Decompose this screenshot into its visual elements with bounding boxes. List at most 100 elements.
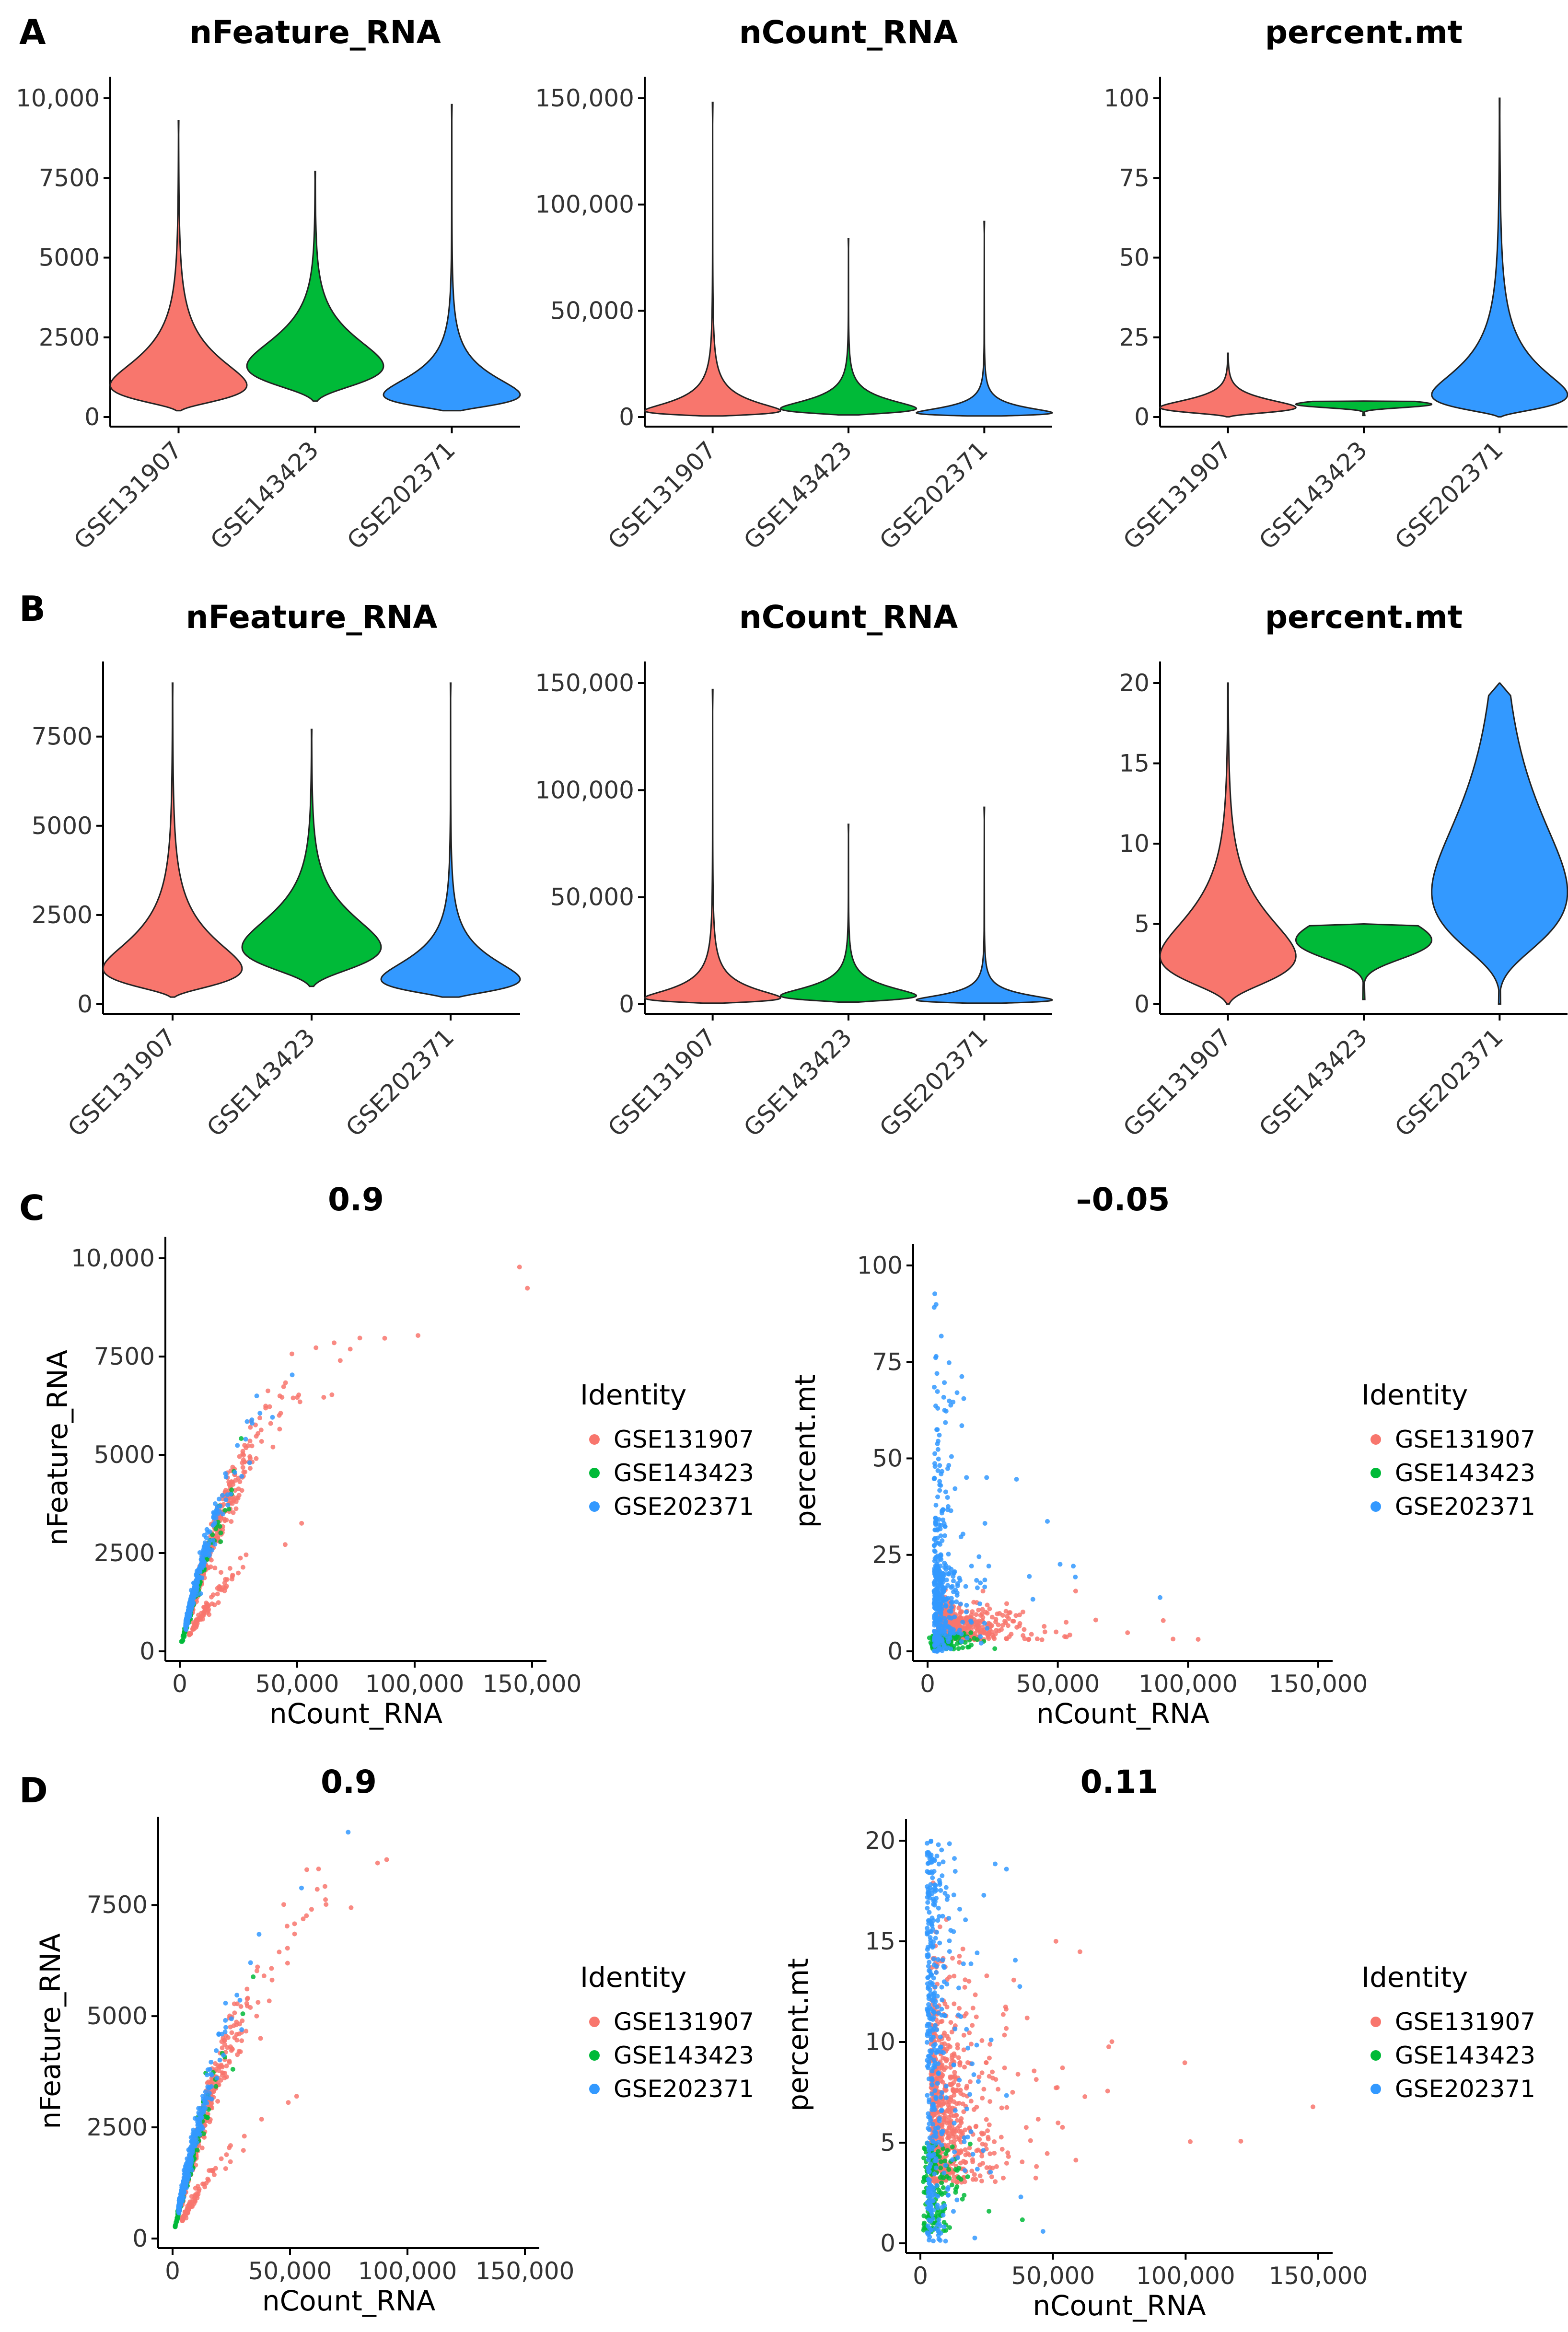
point-GSE131907 (1032, 2068, 1037, 2074)
point-GSE131907 (987, 2151, 993, 2157)
point-GSE131907 (241, 1469, 246, 1474)
point-GSE202371 (197, 2112, 202, 2117)
point-GSE131907 (294, 2094, 299, 2099)
point-GSE131907 (228, 2143, 233, 2148)
point-GSE202371 (205, 1547, 210, 1553)
legend-key-GSE202371 (589, 1501, 600, 1512)
point-GSE131907 (268, 1421, 273, 1426)
point-GSE131907 (979, 1611, 985, 1616)
point-GSE131907 (989, 2174, 994, 2180)
point-GSE131907 (949, 2112, 954, 2118)
y-tick-label: 2500 (39, 324, 100, 351)
violin-GSE131907 (109, 120, 248, 412)
point-GSE202371 (207, 2066, 212, 2072)
point-GSE131907 (947, 1974, 952, 1980)
x-category-label: GSE131907 (62, 1023, 181, 1142)
point-GSE131907 (977, 2173, 983, 2179)
point-GSE202371 (209, 2059, 214, 2065)
point-GSE131907 (259, 2117, 264, 2122)
point-GSE131907 (193, 2193, 198, 2199)
point-GSE131907 (1004, 1601, 1010, 1606)
violin-GSE143423 (1295, 923, 1433, 1000)
point-GSE131907 (970, 1609, 975, 1614)
point-GSE202371 (186, 1611, 191, 1616)
x-axis-title: nCount_RNA (269, 1697, 443, 1730)
point-GSE131907 (979, 1627, 985, 1633)
point-GSE202371 (936, 1456, 941, 1462)
point-GSE131907 (993, 2179, 998, 2184)
point-GSE131907 (944, 2057, 950, 2062)
point-GSE131907 (201, 1610, 206, 1615)
point-GSE202371 (940, 1469, 945, 1474)
point-GSE202371 (239, 2027, 244, 2032)
point-GSE131907 (960, 2101, 965, 2107)
x-category-label: GSE143423 (201, 1023, 320, 1142)
point-GSE202371 (212, 1542, 218, 1547)
y-tick-label: 20 (1119, 669, 1150, 697)
point-GSE131907 (1105, 2088, 1110, 2094)
point-GSE202371 (205, 2084, 210, 2089)
point-GSE131907 (223, 1577, 228, 1582)
point-GSE131907 (211, 2172, 217, 2177)
point-GSE131907 (980, 2161, 986, 2166)
violin-GSE202371 (1431, 682, 1568, 1005)
point-GSE131907 (525, 1286, 530, 1291)
point-GSE202371 (270, 1415, 275, 1420)
y-axis-title: nFeature_RNA (34, 1933, 67, 2129)
point-GSE131907 (945, 2135, 950, 2141)
point-GSE131907 (1077, 1949, 1082, 1954)
plot-title: 0.11 (1080, 1764, 1159, 1800)
point-GSE202371 (932, 1536, 938, 1541)
point-GSE202371 (978, 1634, 983, 1639)
point-GSE131907 (234, 1495, 240, 1500)
point-GSE131907 (240, 1451, 245, 1456)
point-GSE202371 (194, 1581, 199, 1587)
point-GSE131907 (1003, 2004, 1008, 2009)
point-GSE131907 (229, 2030, 234, 2035)
violin-GSE202371 (915, 806, 1053, 1004)
point-GSE131907 (1013, 1613, 1019, 1618)
point-GSE202371 (974, 1578, 979, 1583)
legend-label: GSE131907 (614, 1426, 754, 1453)
point-GSE131907 (316, 1866, 321, 1871)
point-GSE131907 (348, 1346, 353, 1352)
point-GSE131907 (218, 1570, 223, 1575)
point-GSE131907 (245, 1996, 250, 2001)
point-GSE202371 (982, 1521, 987, 1526)
point-GSE131907 (222, 1580, 227, 1586)
point-GSE131907 (931, 2178, 937, 2183)
point-GSE131907 (997, 1611, 1002, 1616)
point-GSE131907 (1060, 2124, 1065, 2130)
point-GSE202371 (1027, 1574, 1032, 1579)
plot-title: percent.mt (1265, 599, 1463, 636)
violin-GSE143423 (779, 824, 918, 1003)
y-tick-label: 7500 (39, 164, 100, 192)
point-GSE202371 (229, 2016, 234, 2021)
point-GSE202371 (975, 1585, 980, 1590)
point-GSE131907 (277, 1427, 282, 1432)
point-GSE131907 (1029, 1632, 1034, 1637)
point-GSE202371 (954, 1593, 960, 1598)
point-GSE202371 (933, 1603, 938, 1608)
point-GSE202371 (937, 1463, 942, 1468)
y-tick-label: 2500 (87, 2113, 148, 2141)
point-GSE131907 (952, 1973, 957, 1979)
y-tick-label: 7500 (87, 1891, 148, 1919)
point-GSE143423 (251, 1974, 256, 1980)
point-GSE131907 (952, 2001, 957, 2007)
point-GSE202371 (976, 2079, 981, 2084)
x-tick-label: 100,000 (1138, 1670, 1238, 1698)
point-GSE202371 (932, 1631, 938, 1636)
point-GSE131907 (993, 1619, 999, 1624)
point-GSE143423 (955, 2168, 960, 2173)
point-GSE202371 (191, 2133, 196, 2138)
point-GSE131907 (955, 2042, 960, 2047)
violin-GSE131907 (102, 682, 243, 998)
x-tick-label: 0 (172, 1670, 187, 1698)
point-GSE202371 (942, 1524, 948, 1529)
point-GSE131907 (950, 2074, 955, 2079)
point-GSE131907 (948, 2020, 953, 2025)
point-GSE131907 (979, 2178, 984, 2183)
point-GSE202371 (953, 1587, 958, 1592)
